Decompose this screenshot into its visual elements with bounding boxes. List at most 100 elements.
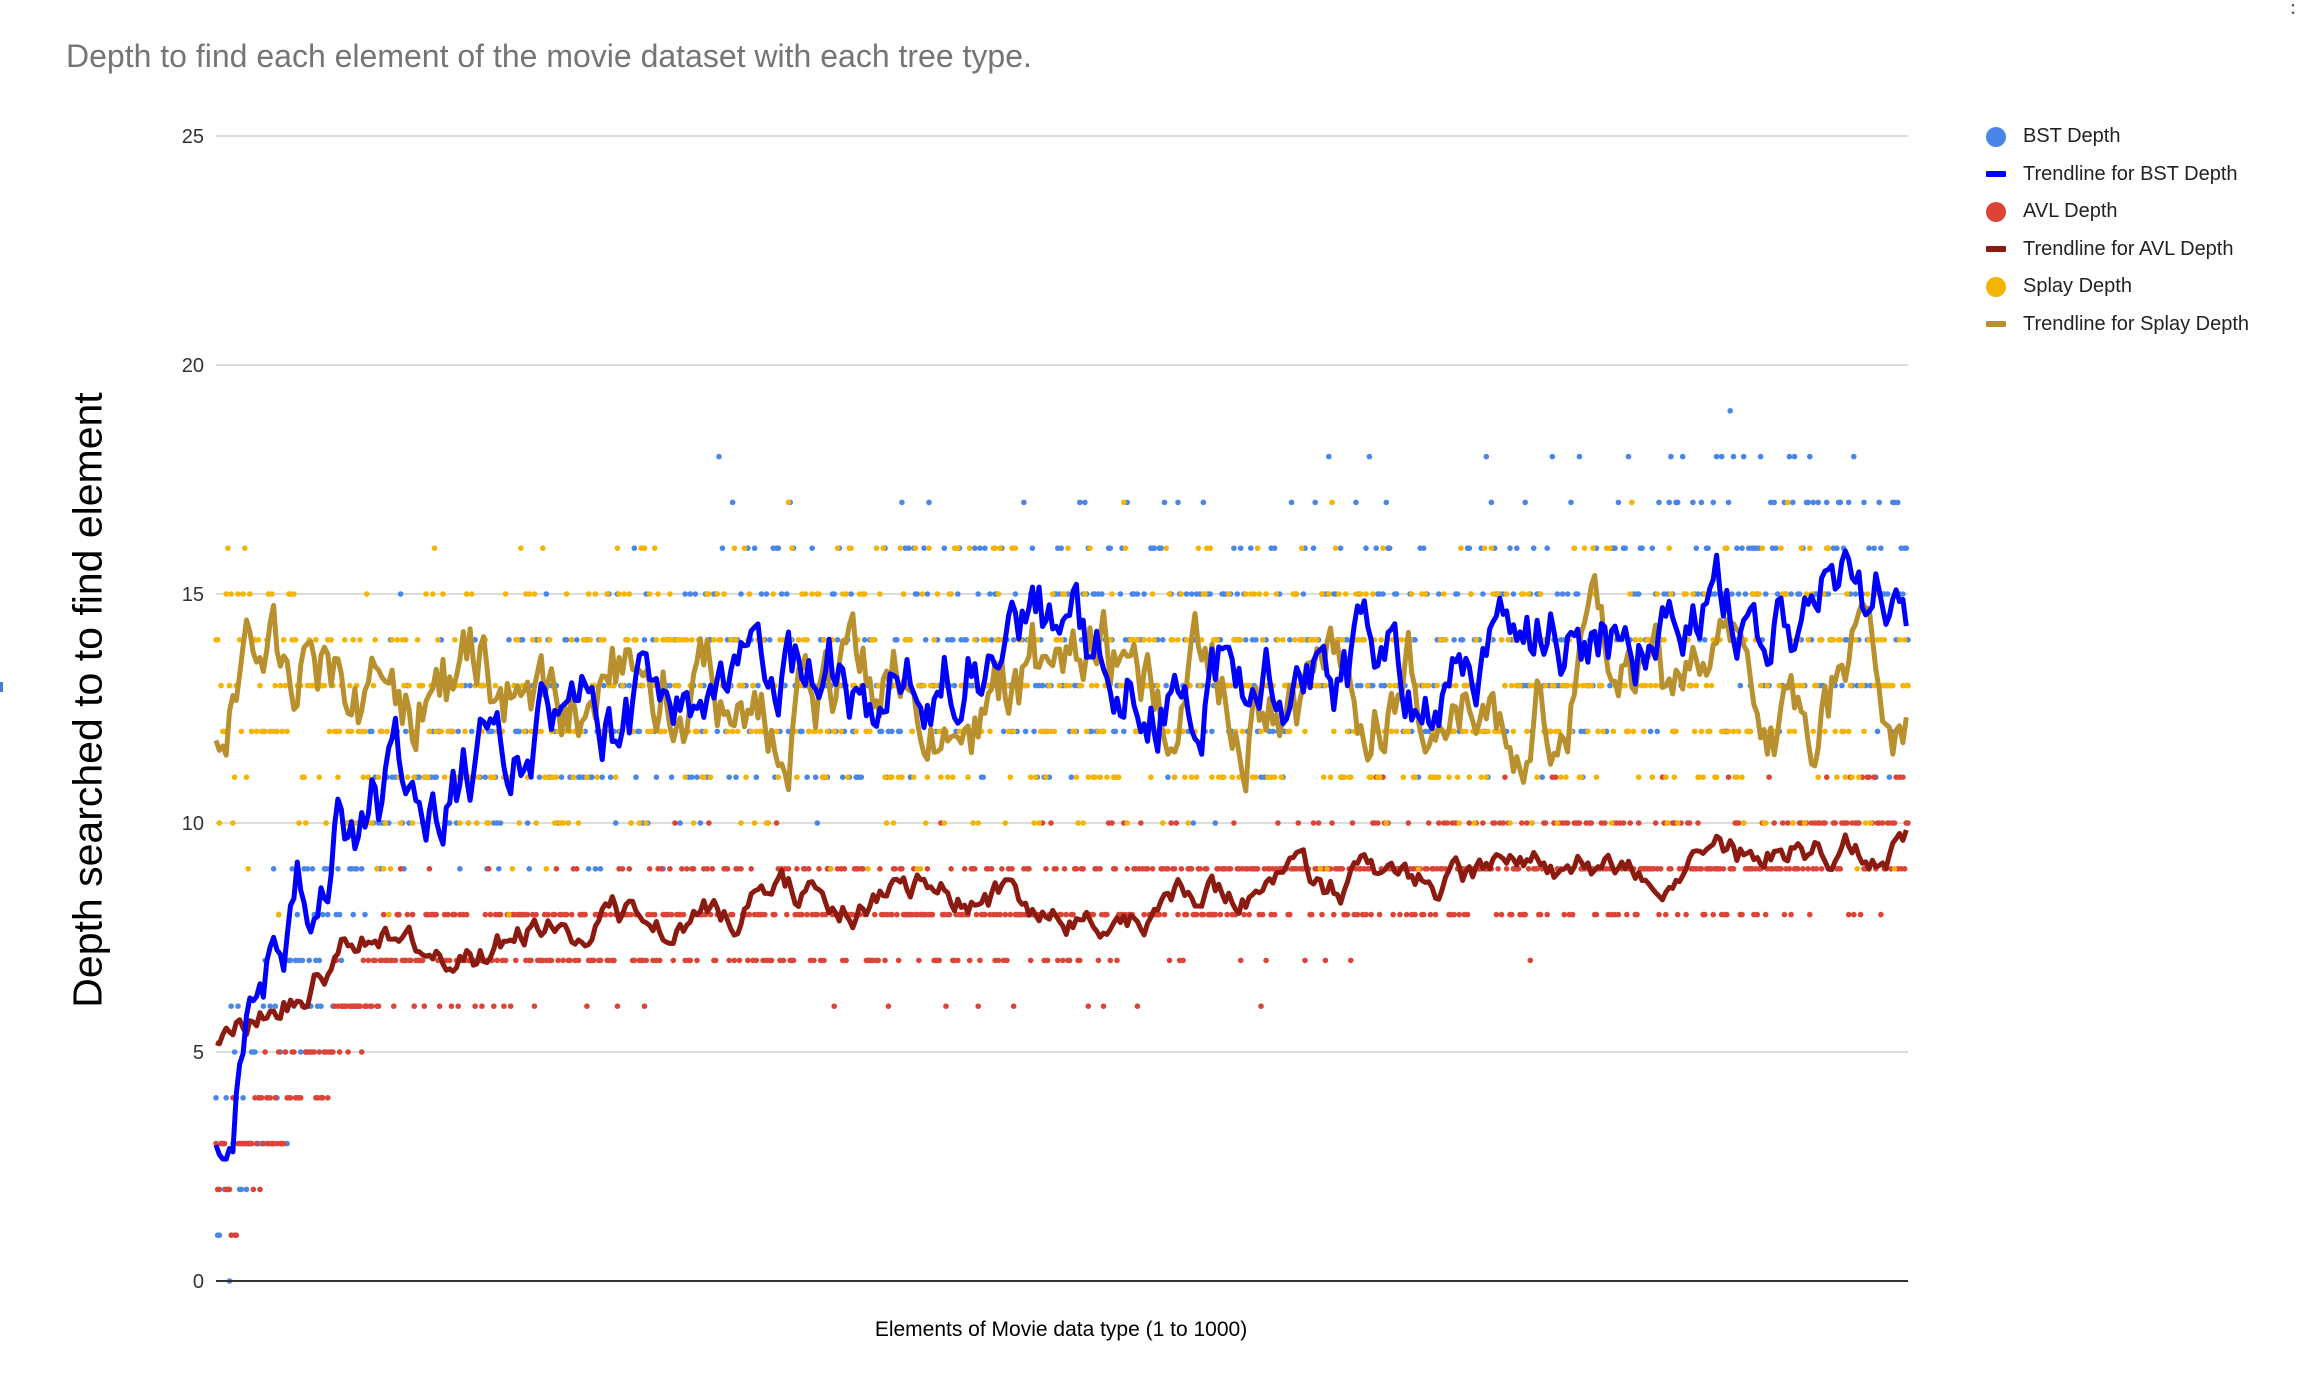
- splay-point: [1253, 774, 1259, 780]
- splay-point: [1175, 637, 1181, 643]
- avl-point: [929, 911, 936, 918]
- splay-point: [1510, 728, 1517, 735]
- splay-point: [1075, 820, 1081, 826]
- bst-point: [834, 637, 841, 643]
- splay-point: [1600, 728, 1606, 735]
- splay-point: [1422, 591, 1429, 597]
- bst-point: [799, 728, 805, 735]
- splay-point: [1698, 728, 1705, 735]
- bst-point: [1807, 453, 1813, 460]
- splay-point: [1453, 682, 1459, 689]
- avl-point: [1561, 911, 1567, 918]
- splay-point: [721, 591, 727, 597]
- splay-point: [1830, 637, 1837, 643]
- splay-point: [1412, 774, 1418, 780]
- bst-point: [1483, 453, 1490, 460]
- avl-point: [501, 1003, 507, 1009]
- bst-point: [1200, 499, 1207, 506]
- bst-point: [1791, 453, 1798, 460]
- bst-point: [589, 774, 595, 780]
- splay-point: [516, 820, 522, 826]
- bst-point: [519, 637, 526, 643]
- splay-point: [1691, 728, 1698, 735]
- bst-point: [633, 774, 639, 780]
- splay-point: [1226, 591, 1232, 597]
- splay-point: [812, 728, 819, 735]
- bst-point: [763, 591, 770, 597]
- splay-point: [897, 545, 904, 551]
- resize-handle[interactable]: [0, 682, 3, 692]
- legend-item-splay-trendline[interactable]: Trendline for Splay Depth: [1985, 306, 2249, 344]
- splay-point: [1693, 682, 1700, 689]
- splay-point: [1495, 591, 1501, 597]
- splay-point: [890, 820, 897, 826]
- bst-point: [1383, 499, 1390, 506]
- splay-point: [1810, 728, 1816, 735]
- bst-point: [1022, 728, 1029, 735]
- avl-point: [816, 866, 822, 872]
- splay-point: [269, 591, 275, 597]
- splay-point: [452, 637, 458, 643]
- splay-point: [540, 545, 546, 551]
- avl-point: [631, 957, 638, 964]
- legend-item-avl-depth[interactable]: AVL Depth: [1985, 193, 2249, 231]
- avl-point: [452, 911, 458, 918]
- avl-point: [1522, 911, 1528, 918]
- bst-point: [814, 820, 821, 826]
- avl-point: [1063, 911, 1069, 918]
- bst-point: [228, 1003, 234, 1009]
- splay-point: [1683, 591, 1689, 597]
- bst-point: [1312, 499, 1318, 506]
- legend-item-splay-depth[interactable]: Splay Depth: [1985, 268, 2249, 306]
- avl-point: [502, 957, 509, 964]
- splay-point: [1642, 682, 1649, 689]
- splay-point: [240, 591, 246, 597]
- bst-point: [260, 1003, 267, 1009]
- avl-point: [811, 957, 817, 964]
- bst-point: [1845, 499, 1852, 506]
- splay-point: [1122, 545, 1129, 551]
- bst-point: [267, 1003, 274, 1009]
- splay-point: [1529, 820, 1535, 826]
- bst-point: [543, 591, 550, 597]
- splay-point: [1724, 545, 1730, 551]
- legend-item-avl-trendline[interactable]: Trendline for AVL Depth: [1985, 231, 2249, 269]
- splay-point: [697, 682, 704, 689]
- bst-point: [1730, 453, 1737, 460]
- avl-point: [731, 957, 738, 964]
- splay-point: [1480, 728, 1486, 735]
- bst-point: [1834, 545, 1840, 551]
- splay-point: [690, 820, 697, 826]
- bst-point: [536, 774, 543, 780]
- splay-point: [411, 774, 418, 780]
- splay-point: [1832, 728, 1838, 735]
- splay-point: [1109, 591, 1115, 597]
- splay-point: [667, 591, 673, 597]
- bst-point: [1871, 545, 1877, 551]
- splay-point: [292, 637, 299, 643]
- splay-point: [546, 637, 553, 643]
- bst-point: [318, 1003, 324, 1009]
- splay-point: [1408, 591, 1415, 597]
- avl-point: [1329, 820, 1335, 826]
- avl-point: [726, 957, 732, 964]
- avl-point: [494, 957, 501, 964]
- bst-point: [489, 728, 495, 735]
- splay-point: [694, 728, 700, 735]
- avl-point: [1349, 820, 1356, 826]
- avl-point: [316, 1049, 323, 1055]
- legend-item-bst-trendline[interactable]: Trendline for BST Depth: [1985, 156, 2249, 194]
- avl-point: [233, 1232, 240, 1238]
- splay-point: [1632, 637, 1639, 643]
- avl-point: [253, 1140, 260, 1147]
- avl-point: [330, 1049, 336, 1055]
- avl-point: [1171, 866, 1178, 872]
- splay-point: [867, 728, 873, 735]
- avl-point: [1173, 820, 1180, 826]
- bst-point: [516, 728, 522, 735]
- splay-point: [1314, 637, 1320, 643]
- splay-point: [1193, 774, 1200, 780]
- splay-point: [360, 774, 367, 780]
- legend-item-bst-depth[interactable]: BST Depth: [1985, 118, 2249, 156]
- avl-point: [729, 911, 736, 918]
